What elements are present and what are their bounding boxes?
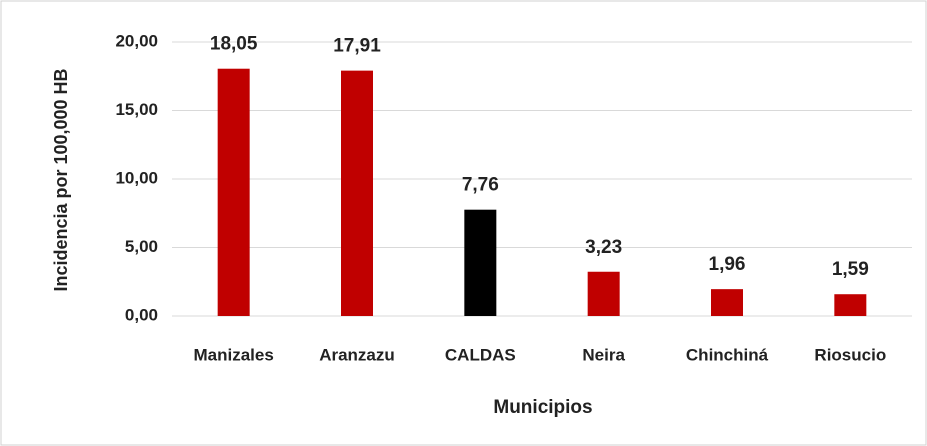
value-label: 17,91	[333, 36, 381, 57]
y-tick-label: 15,00	[115, 100, 158, 119]
bar	[834, 294, 867, 316]
value-label: 7,76	[462, 175, 499, 196]
bar	[341, 70, 373, 317]
y-tick-label: 20,00	[115, 31, 158, 50]
x-tick-label: Manizales	[194, 345, 274, 364]
x-tick-label: Riosucio	[814, 345, 886, 364]
x-tick-label: Neira	[582, 345, 625, 364]
y-tick-label: 10,00	[115, 168, 158, 187]
bar	[587, 271, 620, 316]
y-tick-label: 5,00	[125, 237, 158, 256]
value-label: 3,23	[585, 237, 622, 258]
x-tick-label: CALDAS	[445, 345, 516, 364]
bar	[217, 68, 250, 316]
x-axis-title: Municipios	[493, 397, 592, 418]
bar	[711, 289, 743, 316]
x-tick-label: Aranzazu	[319, 345, 395, 364]
bar	[464, 209, 497, 316]
value-label: 1,59	[832, 259, 869, 280]
x-tick-label: Chinchiná	[686, 345, 769, 364]
value-label: 18,05	[210, 34, 258, 55]
y-tick-label: 0,00	[125, 305, 158, 324]
value-label: 1,96	[709, 254, 746, 275]
y-axis-title: Incidencia por 100,000 HB	[51, 68, 71, 291]
